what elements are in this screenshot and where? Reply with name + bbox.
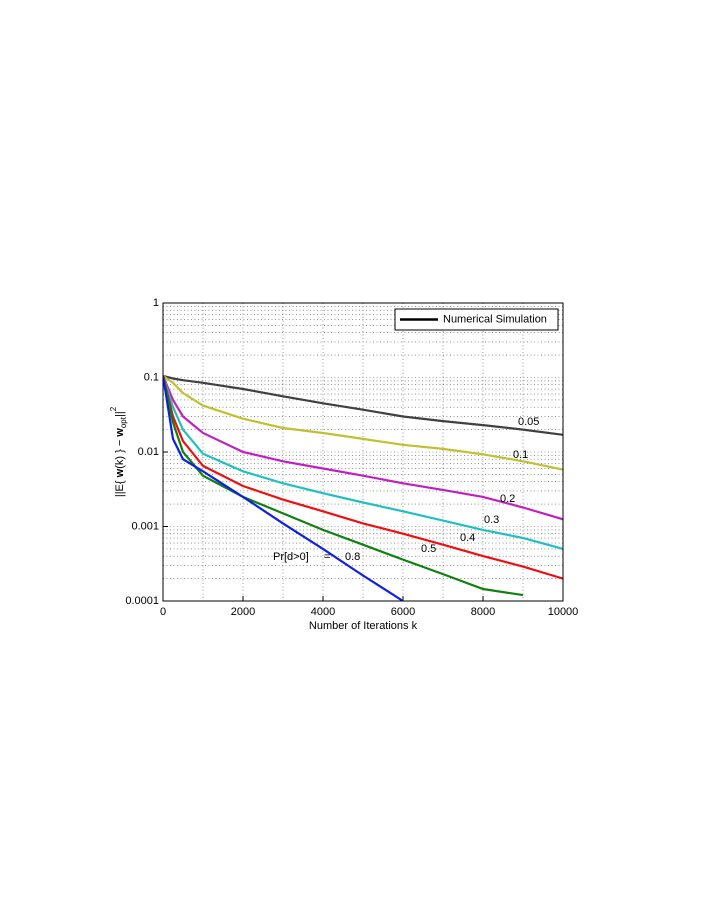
curve-label: 0.1 bbox=[513, 449, 528, 461]
x-tick-label: 10000 bbox=[548, 606, 579, 618]
series-line bbox=[163, 375, 524, 597]
y-tick-label: 0.001 bbox=[131, 520, 159, 532]
curve-label: 0.8 bbox=[345, 551, 360, 563]
x-tick-label: 4000 bbox=[311, 606, 335, 618]
x-tick-label: 6000 bbox=[391, 606, 415, 618]
legend-box bbox=[394, 308, 559, 331]
curve-label: 0.2 bbox=[500, 493, 515, 505]
x-axis-label: Number of Iterations k bbox=[309, 620, 418, 632]
series-line bbox=[163, 374, 563, 471]
y-axis-label: ||E{ w(k) } − wopt||2 bbox=[109, 406, 128, 497]
x-tick-label: 0 bbox=[160, 606, 166, 618]
curve-label: 0.05 bbox=[518, 416, 539, 428]
curve-label: 0.4 bbox=[460, 532, 475, 544]
y-tick-label: 0.1 bbox=[144, 371, 159, 383]
x-tick-label: 8000 bbox=[471, 606, 495, 618]
legend-label: Numerical Simulation bbox=[443, 313, 547, 325]
plot-frame bbox=[162, 302, 564, 602]
annotation: = bbox=[324, 551, 330, 563]
y-tick-label: 0.01 bbox=[138, 446, 159, 458]
series-line bbox=[163, 374, 563, 436]
y-tick-label: 0.0001 bbox=[125, 595, 159, 607]
x-tick-label: 2000 bbox=[231, 606, 255, 618]
series-line bbox=[163, 375, 563, 521]
y-tick-label: 1 bbox=[153, 297, 159, 309]
series-line bbox=[163, 375, 563, 580]
annotation: Pr[d>0] bbox=[273, 551, 309, 563]
curve-label: 0.3 bbox=[484, 514, 499, 526]
series-line bbox=[163, 375, 404, 601]
curve-label: 0.5 bbox=[421, 543, 436, 555]
series-line bbox=[163, 375, 563, 550]
